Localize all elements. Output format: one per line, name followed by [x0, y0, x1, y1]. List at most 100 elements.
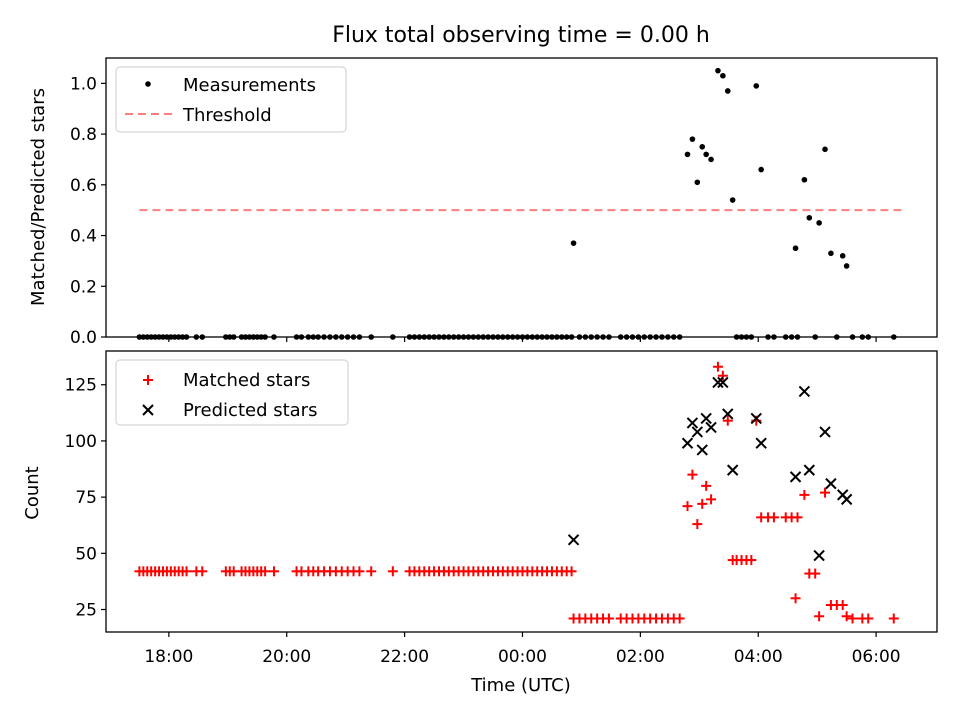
predicted-star-b: [798, 385, 811, 398]
chart-title: Flux total observing time = 0.00 h: [332, 23, 710, 48]
predicted-star-marker: [567, 534, 580, 546]
x-axis-label: Time (UTC): [470, 675, 571, 696]
predicted-star-b: [803, 464, 816, 476]
x-tick-label: 02:00: [616, 647, 665, 667]
predicted-star-marker: [840, 493, 853, 506]
matched-star-marker: [746, 555, 757, 566]
measurement-point: [720, 72, 726, 79]
predicted-star-marker: [700, 412, 712, 425]
measurement-point: [792, 245, 799, 252]
x-tick-label: 06:00: [852, 647, 901, 667]
measurement-point: [806, 214, 813, 221]
measurement-point: [699, 143, 706, 150]
measurement-point: [715, 67, 721, 74]
predicted-star-marker: [686, 417, 699, 429]
predicted-star-b: [755, 437, 767, 449]
matched-star-marker: [768, 512, 779, 523]
matched-star-marker: [354, 566, 365, 577]
bottom-y-axis-label: Count: [22, 466, 43, 519]
measurement-point: [753, 83, 760, 89]
predicted-star-b: [789, 471, 802, 483]
predicted-star-marker: [696, 444, 708, 456]
matched-star-marker: [712, 361, 723, 372]
matched-star-marker: [674, 613, 685, 624]
y-tick-label: 0.4: [70, 227, 97, 247]
matched-star-marker: [799, 489, 810, 500]
predicted-star-marker: [691, 426, 704, 438]
predicted-star-b: [686, 417, 699, 429]
predicted-star-b: [691, 426, 704, 438]
x-tick-label: 20:00: [262, 647, 311, 667]
predicted-star-marker: [705, 421, 717, 434]
y-tick-label: 0.6: [70, 176, 97, 196]
matched-star-marker: [366, 566, 377, 577]
measurement-point: [758, 166, 764, 173]
matched-star-marker: [181, 566, 192, 577]
legend-measurement-marker: [145, 81, 151, 87]
predicted-star-b: [712, 376, 724, 389]
matched-star-marker: [260, 566, 271, 577]
matched-star-marker: [706, 494, 717, 505]
predicted-star-b: [726, 464, 739, 476]
predicted-star-marker: [825, 477, 837, 490]
predicted-star-b: [840, 493, 853, 506]
legend-label: Matched stars: [183, 370, 310, 391]
predicted-star-marker: [755, 437, 767, 449]
matched-star-marker: [717, 370, 728, 381]
predicted-star-marker: [717, 376, 729, 389]
matched-star-marker: [792, 512, 803, 523]
legend-box: [115, 66, 347, 133]
legend-label: Measurements: [183, 75, 316, 96]
legend-label: Predicted stars: [183, 400, 317, 421]
measurement-point: [724, 88, 731, 94]
y-tick-label: 0.0: [70, 328, 97, 348]
x-tick-label: 04:00: [734, 647, 783, 667]
matched-star-marker: [387, 566, 398, 577]
predicted-star-b: [819, 426, 831, 438]
matched-star-marker: [810, 568, 821, 579]
measurement-point: [703, 151, 709, 158]
x-tick-label: 22:00: [380, 647, 429, 667]
matched-star-marker: [701, 480, 712, 491]
predicted-star-b: [722, 408, 734, 420]
top-y-axis-label: Matched/Predicted stars: [28, 88, 49, 306]
measurement-point: [729, 197, 736, 203]
predicted-star-marker: [712, 376, 724, 389]
legend: Matched stars Predicted stars: [115, 359, 349, 426]
matched-star-marker: [692, 519, 703, 530]
matched-star-marker: [841, 611, 852, 622]
legend: Measurements Threshold: [115, 66, 347, 133]
measurement-point: [839, 253, 846, 259]
predicted-star-b: [696, 444, 708, 456]
top-panel: 0.0 0.2 0.4 0.6 0.8 1.0 Measurements Threshold: [70, 57, 938, 348]
predicted-star-b: [750, 412, 762, 425]
legend-predicted-b: [142, 404, 154, 416]
y-tick-label: 0.2: [70, 277, 97, 297]
predicted-star-b: [681, 437, 694, 449]
bottom-panel: 25 50 75 100 125 18:00 20:00 22:00 00:00 02:00 04:…: [65, 350, 938, 667]
predicted-star-b: [813, 549, 825, 562]
predicted-star-marker: [819, 426, 831, 438]
predicted-star-marker: [798, 385, 811, 398]
y-tick-label: 0.8: [70, 125, 97, 145]
matched-star-marker: [831, 600, 842, 611]
measurement-point: [816, 220, 822, 226]
matched-star-marker: [566, 566, 577, 577]
x-tick-label: 00:00: [498, 647, 547, 667]
measurement-point: [708, 156, 714, 163]
predicted-star-marker: [803, 464, 816, 476]
y-tick-label: 1.0: [70, 74, 97, 94]
matched-star-marker: [697, 498, 708, 509]
y-tick-label: 50: [75, 544, 97, 564]
matched-star-marker: [268, 566, 279, 577]
y-tick-label: 100: [65, 432, 97, 452]
predicted-star-marker: [726, 464, 739, 476]
predicted-star-b: [705, 421, 717, 434]
legend-box: [115, 359, 349, 426]
predicted-star-b: [825, 477, 837, 490]
matched-star-marker: [863, 613, 874, 624]
matched-star-marker: [814, 611, 825, 622]
predicted-star-marker: [722, 408, 734, 420]
x-tick-label: 18:00: [144, 647, 193, 667]
predicted-star-marker: [789, 471, 802, 483]
